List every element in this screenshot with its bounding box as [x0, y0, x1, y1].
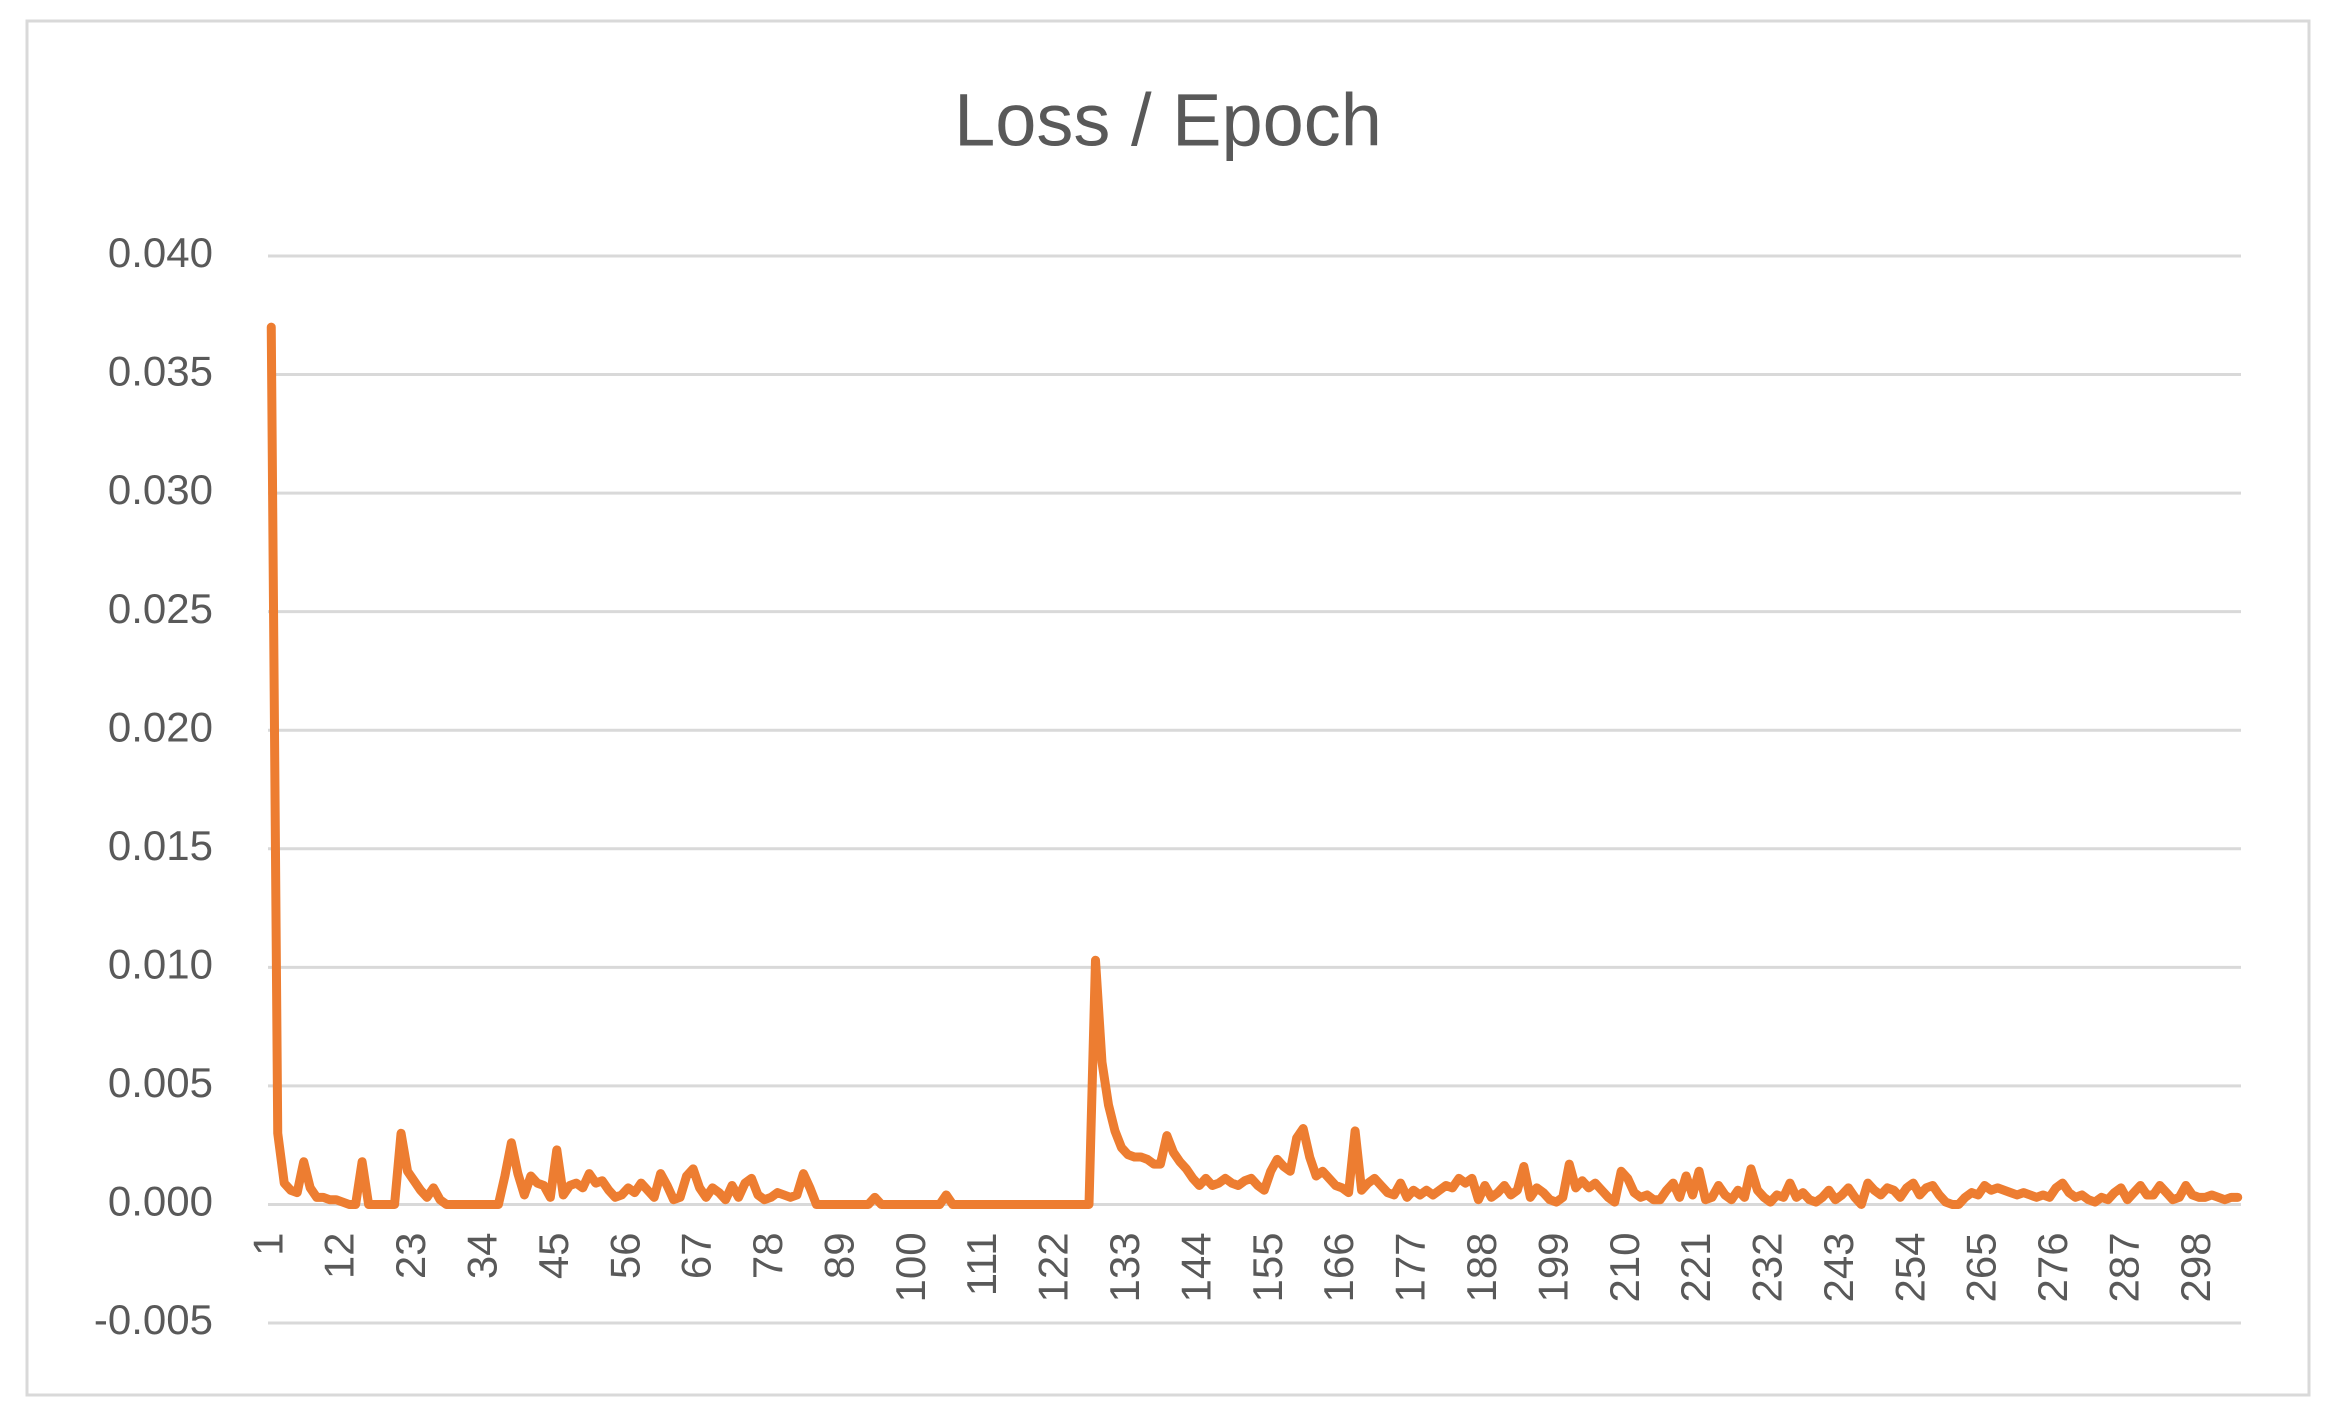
y-tick-label: 0.035	[108, 348, 213, 395]
x-tick-label: 67	[673, 1232, 720, 1279]
x-tick-label: 221	[1672, 1232, 1719, 1302]
y-tick-label: 0.025	[108, 585, 213, 632]
x-tick-label: 133	[1101, 1232, 1148, 1302]
x-tick-label: 111	[958, 1232, 1005, 1296]
x-tick-label: 23	[387, 1232, 434, 1279]
x-tick-label: 265	[1958, 1232, 2005, 1302]
y-tick-label: 0.020	[108, 703, 213, 750]
y-tick-label: 0.010	[108, 940, 213, 987]
x-tick-label: 276	[2029, 1232, 2076, 1302]
x-tick-label: 199	[1529, 1232, 1576, 1302]
y-tick-label: 0.030	[108, 466, 213, 513]
x-tick-label: 254	[1886, 1232, 1933, 1302]
x-tick-label: 232	[1744, 1232, 1791, 1302]
x-tick-label: 56	[601, 1232, 648, 1279]
y-tick-label: 0.005	[108, 1059, 213, 1106]
x-tick-label: 188	[1458, 1232, 1505, 1302]
x-tick-label: 298	[2172, 1232, 2219, 1302]
y-tick-label: 0.000	[108, 1178, 213, 1225]
x-tick-label: 12	[316, 1232, 363, 1279]
x-tick-label: 45	[530, 1232, 577, 1279]
x-tick-label: 78	[744, 1232, 791, 1279]
x-tick-label: 155	[1244, 1232, 1291, 1302]
x-tick-label: 177	[1387, 1232, 1434, 1302]
x-tick-label: 34	[459, 1232, 506, 1279]
x-tick-label: 166	[1315, 1232, 1362, 1302]
x-tick-label: 287	[2101, 1232, 2148, 1302]
y-tick-label: -0.005	[94, 1296, 213, 1343]
x-tick-label: 100	[887, 1232, 934, 1302]
chart-title: Loss / Epoch	[954, 79, 1382, 162]
x-tick-label: 243	[1815, 1232, 1862, 1302]
x-tick-label: 144	[1172, 1232, 1219, 1302]
x-tick-label: 210	[1601, 1232, 1648, 1302]
y-tick-label: 0.040	[108, 229, 213, 276]
x-tick-label: 1	[244, 1232, 291, 1255]
loss-line	[266, 322, 2243, 1209]
x-tick-label: 122	[1030, 1232, 1077, 1302]
x-tick-label: 89	[815, 1232, 862, 1279]
y-tick-label: 0.015	[108, 822, 213, 869]
